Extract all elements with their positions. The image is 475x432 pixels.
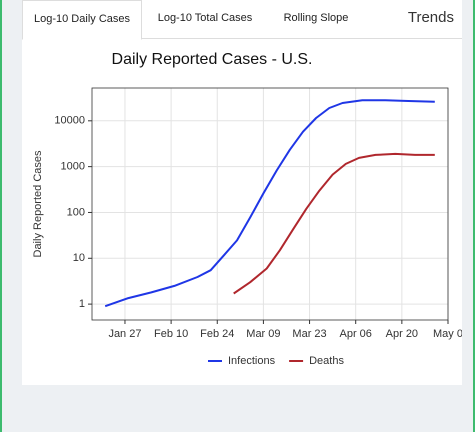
chart-title: Daily Reported Cases - U.S.	[112, 51, 313, 68]
legend-label: Infections	[228, 355, 276, 367]
y-tick-label: 1000	[61, 161, 85, 173]
y-tick-label: 100	[67, 206, 85, 218]
x-tick-label: Mar 09	[246, 328, 280, 340]
x-tick-label: Apr 06	[339, 328, 371, 340]
plot-border	[91, 87, 449, 321]
line-series	[233, 152, 435, 295]
x-tick-label: Mar 23	[292, 328, 326, 340]
y-tick-label: 10	[73, 252, 85, 264]
x-tick-label: Feb 10	[154, 328, 188, 340]
tab-title: Trends	[407, 9, 454, 26]
plot-area	[92, 88, 448, 320]
x-tick-label: May 0	[433, 328, 462, 340]
x-tick-label: Apr 20	[386, 328, 418, 340]
y-tick-label: 10000	[54, 115, 85, 127]
tab[interactable]: Log-10 Daily Cases	[22, 0, 142, 40]
tab[interactable]: Rolling Slope	[283, 12, 349, 24]
y-tick-label: 1	[79, 298, 85, 310]
tab[interactable]: Log-10 Total Cases	[157, 12, 253, 24]
panel: Log-10 Daily Cases Log-10 Total Cases Ro…	[22, 0, 462, 385]
x-tick-label: Jan 27	[108, 328, 141, 340]
y-axis-label: Daily Reported Cases	[32, 150, 44, 257]
tab-bar: Log-10 Daily Cases Log-10 Total Cases Ro…	[22, 0, 462, 40]
legend-label: Deaths	[309, 355, 344, 367]
x-tick-label: Feb 24	[200, 328, 234, 340]
line-series	[104, 99, 435, 308]
chart: Daily Reported Cases - U.S. Daily Report…	[32, 51, 462, 367]
